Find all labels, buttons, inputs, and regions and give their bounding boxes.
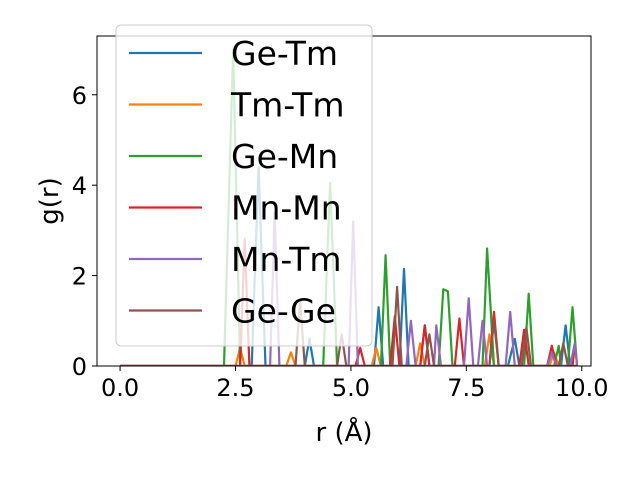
y-axis-label: g(r): [35, 177, 65, 224]
x-tick-label: 7.5: [447, 374, 485, 402]
legend: Ge-Tm Tm-Tm Ge-Mn Mn-Mn Mn-Tm Ge-Ge: [115, 24, 373, 347]
series-line-ge-tm: [120, 166, 578, 366]
y-tick-label: 0: [72, 353, 87, 381]
legend-label: Tm-Tm: [230, 86, 345, 125]
x-tick-label: 10.0: [555, 374, 608, 402]
x-tick-label: 2.5: [216, 374, 254, 402]
x-tick-label: 5.0: [332, 374, 370, 402]
y-axis: 0 2 4 6: [72, 82, 97, 381]
legend-label: Ge-Ge: [231, 292, 336, 331]
series-line-ge-ge: [120, 285, 578, 366]
y-tick-label: 2: [72, 263, 87, 291]
x-axis-label: r (Å): [315, 416, 372, 448]
legend-label: Ge-Tm: [231, 34, 338, 73]
legend-label: Ge-Mn: [231, 137, 338, 176]
legend-label: Mn-Tm: [231, 240, 342, 279]
x-axis: 0.0 2.5 5.0 7.5 10.0: [101, 366, 608, 402]
legend-label: Mn-Mn: [231, 189, 342, 228]
x-tick-label: 0.0: [101, 374, 139, 402]
y-tick-label: 4: [72, 172, 87, 200]
y-tick-label: 6: [72, 82, 87, 110]
